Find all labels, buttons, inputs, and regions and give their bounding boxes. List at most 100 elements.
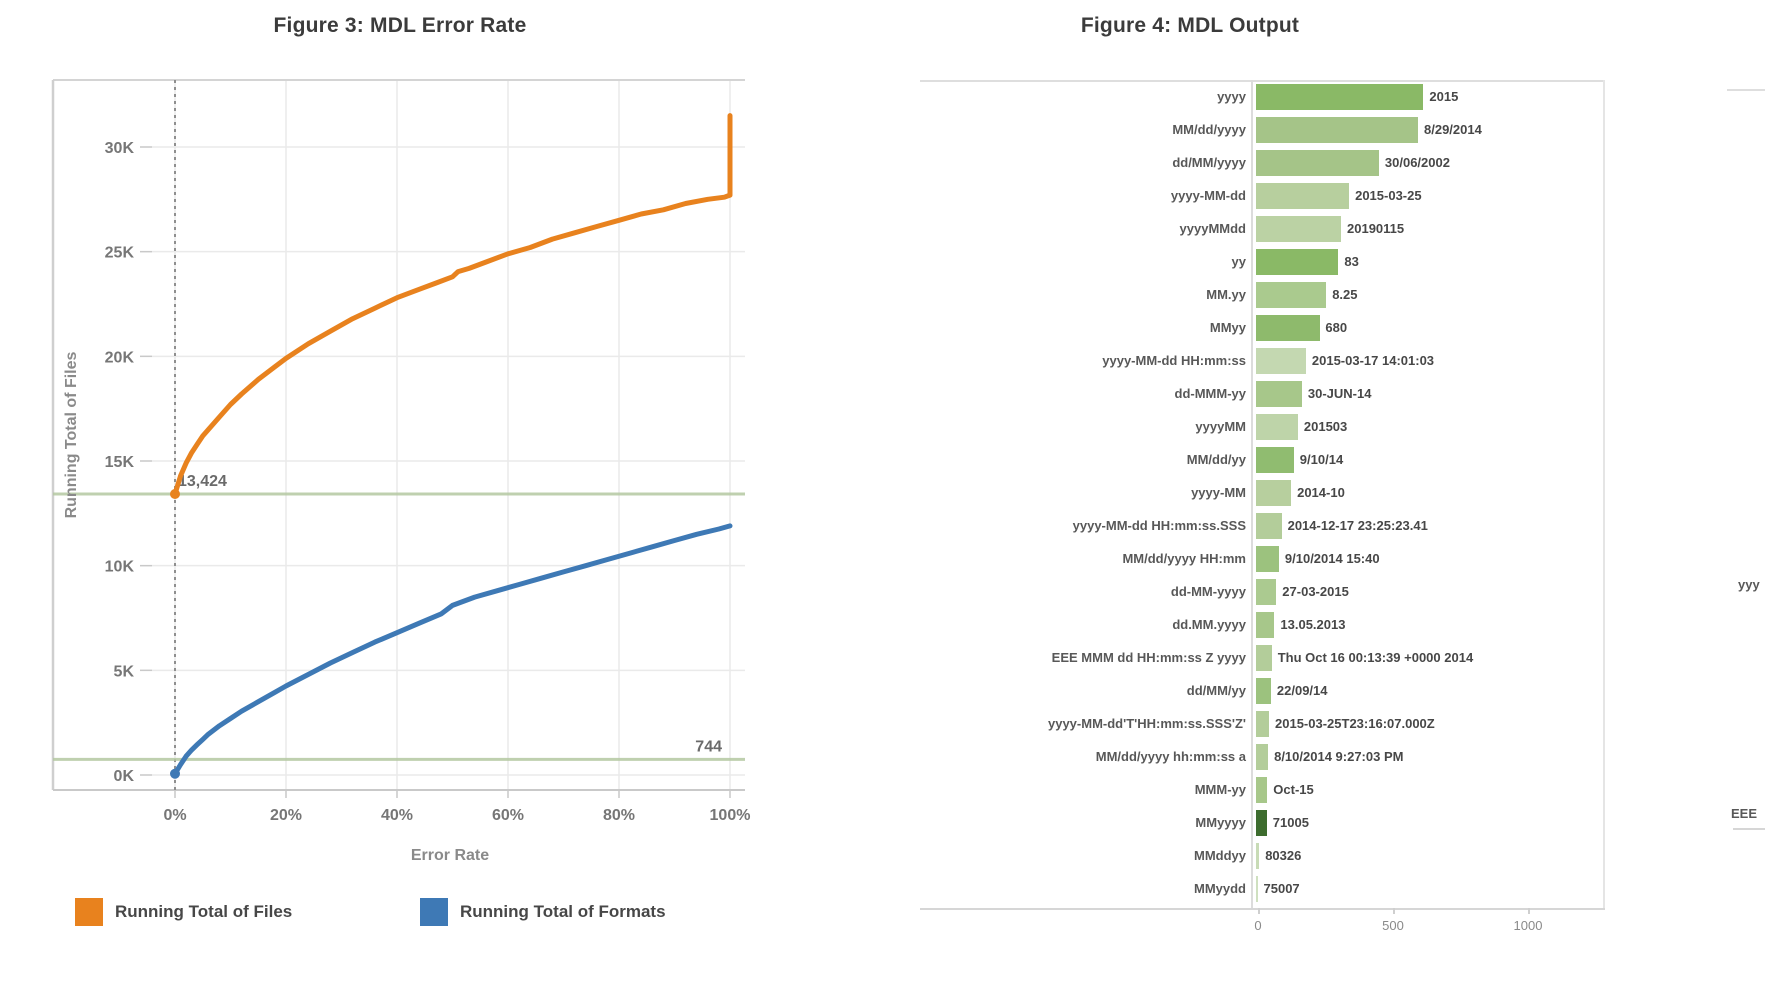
figure3-title: Figure 3: MDL Error Rate [273, 14, 527, 37]
y-tick-label: 0K [114, 768, 135, 785]
bar-value-label: 2015 [1429, 89, 1459, 104]
bar-value-label: 2014-12-17 23:25:23.41 [1287, 518, 1428, 533]
bar-row-label: yyyyMMdd [1179, 221, 1246, 236]
bar-value-label: 20190115 [1347, 221, 1405, 236]
y-tick-label: 10K [105, 559, 135, 576]
figure4-title: Figure 4: MDL Output [1080, 14, 1300, 37]
bar-value-label: 30/06/2002 [1384, 155, 1450, 170]
bar-value-label: 9/10/14 [1299, 452, 1344, 467]
bar-row-label: yyyy-MM-dd HH:mm:ss [1102, 353, 1246, 368]
bar-row-label: MMddyy [1194, 848, 1246, 863]
bar-row-label: MM/dd/yyyy [1172, 122, 1246, 137]
x-tick-mark [1393, 908, 1395, 914]
bar-value-label: 8/10/2014 9:27:03 PM [1274, 749, 1404, 764]
bar-row-label: MMM-yy [1194, 782, 1246, 797]
bar-value-label: 201503 [1303, 419, 1348, 434]
fragment-category-label-bottom: EEE [1731, 806, 1758, 821]
bar-row-label: MM/dd/yyyy hh:mm:ss a [1095, 749, 1246, 764]
legend-swatch [75, 898, 103, 926]
bar-row-label: EEE MMM dd HH:mm:ss Z yyyy [1051, 650, 1246, 665]
bar [1256, 150, 1379, 176]
reference-label: 13,424 [178, 473, 227, 490]
figure4-panel-top-border [920, 80, 1605, 82]
bar [1256, 645, 1272, 671]
series-start-dot [170, 488, 180, 499]
bar [1256, 117, 1418, 143]
bar-row-label: dd.MM.yyyy [1172, 617, 1246, 632]
bar-row-label: yyyy [1217, 89, 1246, 104]
figure4-rows: yyyy 2015 MM/dd/yyyy 8/29/2014 dd/MM/yyyy 30/… [830, 0, 1765, 993]
bar [1256, 711, 1269, 737]
x-tick-label: 100% [710, 807, 751, 824]
y-tick-label: 5K [114, 663, 135, 680]
bar-row-label: yyyy-MM-dd HH:mm:ss.SSS [1072, 518, 1246, 533]
x-tick-label: 1000 [1513, 918, 1543, 933]
bar [1256, 348, 1306, 374]
bar [1256, 216, 1342, 242]
legend-item: Running Total of Formats [420, 898, 666, 926]
bar-value-label: 30-JUN-14 [1307, 386, 1372, 401]
x-tick-label: 0% [163, 807, 186, 824]
series-line [172, 523, 733, 777]
bar [1256, 84, 1424, 110]
bar-row-label: yyyy-MM-dd'T'HH:mm:ss.SSS'Z' [1047, 716, 1246, 731]
bar [1256, 480, 1292, 506]
figure4: Figure 4: MDL Output yyyy 2015 MM/dd/yyyy 8… [830, 0, 1765, 993]
bar [1256, 414, 1298, 440]
bar [1256, 183, 1350, 209]
bar-row-label: MMyy [1209, 320, 1246, 335]
bar-value-label: 71005 [1272, 815, 1309, 830]
bar-value-label: 2015-03-25T23:16:07.000Z [1275, 716, 1435, 731]
bar-row-label: MM/dd/yy [1186, 452, 1246, 467]
bar [1256, 381, 1302, 407]
bar-row-label: dd-MM-yyyy [1170, 584, 1246, 599]
bar-value-label: Thu Oct 16 00:13:39 +0000 2014 [1277, 650, 1474, 665]
bar-value-label: 2015-03-25 [1355, 188, 1422, 203]
bar-row-label: MM.yy [1206, 287, 1246, 302]
bar-row-label: dd/MM/yyyy [1172, 155, 1246, 170]
bar-row-label: MMyyyy [1195, 815, 1246, 830]
fragment-category-label-top: yyy [1738, 577, 1760, 592]
bar [1256, 678, 1271, 704]
bar-row-label: yyyyMM [1195, 419, 1246, 434]
fragment-axis-line [1733, 828, 1765, 830]
figure4-zero-axis-line [1251, 80, 1253, 908]
bar-row-label: dd/MM/yy [1186, 683, 1246, 698]
x-tick-label: 80% [603, 807, 635, 824]
bar-row-label: MMyydd [1194, 881, 1246, 896]
bar-row-label: yy [1231, 254, 1246, 269]
x-tick-label: 40% [381, 807, 413, 824]
bar-value-label: 13.05.2013 [1280, 617, 1346, 632]
figure4-bottom-axis-line [920, 908, 1605, 910]
reference-label: 744 [695, 738, 722, 755]
figure5-fragment: yyy EEE [1720, 0, 1765, 993]
bar [1256, 282, 1327, 308]
bar-value-label: 22/09/14 [1276, 683, 1328, 698]
x-tick-label: 20% [270, 807, 302, 824]
figure3-plot: 0% 20% 40% 60% 80% 100% 0K 5K 10K 15K 20K 25K 30K 13,… [51, 79, 751, 864]
bar-row-label: yyyy-MM [1191, 485, 1246, 500]
bar [1256, 249, 1339, 275]
y-tick-label: 20K [105, 349, 135, 366]
bar-row-label: dd-MMM-yy [1174, 386, 1247, 401]
bar-value-label: Oct-15 [1273, 782, 1314, 797]
bar [1256, 546, 1279, 572]
series-line [172, 113, 733, 497]
series-start-dot [170, 768, 180, 779]
x-tick-mark [1528, 908, 1530, 914]
x-tick-mark [1258, 908, 1260, 914]
bar-value-label: 2014-10 [1297, 485, 1345, 500]
legend-label: Running Total of Files [115, 902, 293, 921]
figure4-panel-right-border [1603, 80, 1605, 908]
bar [1256, 777, 1268, 803]
bar [1256, 513, 1282, 539]
y-axis-title: Running Total of Files [63, 352, 80, 519]
bar [1256, 612, 1275, 638]
fragment-top-border [1727, 89, 1765, 91]
bar-value-label: 680 [1325, 320, 1348, 335]
bar-row-label: MM/dd/yyyy HH:mm [1122, 551, 1246, 566]
bar [1256, 876, 1258, 902]
x-tick-label: 60% [492, 807, 524, 824]
figure3: Figure 3: MDL Error Rate 0% 20% 40% 60% 80% 1… [0, 0, 830, 993]
